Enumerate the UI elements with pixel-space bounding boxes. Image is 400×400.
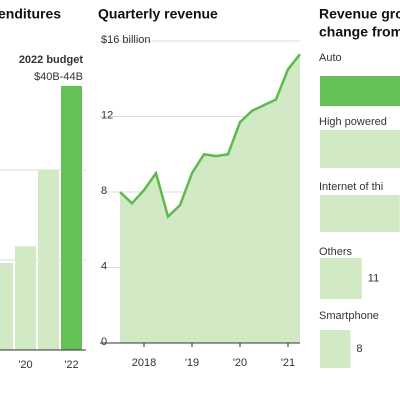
x-tick-label: 2018	[132, 357, 156, 369]
bar	[15, 246, 36, 350]
y-tick-label: 8	[101, 185, 107, 197]
category-label: Internet of thi	[319, 181, 383, 193]
category-label: Others	[319, 246, 353, 258]
value-label: 11	[368, 272, 379, 284]
chart-title: change from	[319, 24, 400, 40]
y-tick-label: $16 billion	[101, 34, 151, 46]
y-tick-label: 0	[101, 336, 107, 348]
bar	[320, 76, 400, 106]
bar	[38, 170, 59, 350]
bar	[320, 195, 400, 232]
bar	[320, 130, 400, 168]
category-label: Auto	[319, 52, 342, 64]
bar	[320, 330, 351, 368]
line	[119, 53, 301, 219]
bar	[0, 263, 13, 350]
area	[120, 54, 300, 344]
category-label: Smartphone	[319, 310, 379, 322]
annotation-text: $40B-44B	[34, 71, 83, 83]
x-tick-label: '20	[18, 359, 32, 371]
x-tick-label: '19	[185, 357, 199, 369]
chart-title: Revenue gro	[319, 6, 400, 22]
annotation-title: 2022 budget	[19, 54, 84, 66]
chart-title: Quarterly revenue	[98, 6, 218, 22]
x-tick-label: '22	[64, 359, 78, 371]
value-label: 8	[356, 343, 362, 355]
x-tick-label: '21	[281, 357, 295, 369]
y-tick-label: 4	[101, 260, 107, 272]
category-label: High powered	[319, 116, 387, 128]
y-tick-label: 12	[101, 109, 113, 121]
bar	[61, 86, 82, 350]
chart-title: enditures	[0, 6, 61, 22]
x-tick-label: '20	[233, 357, 247, 369]
bar	[320, 258, 362, 299]
